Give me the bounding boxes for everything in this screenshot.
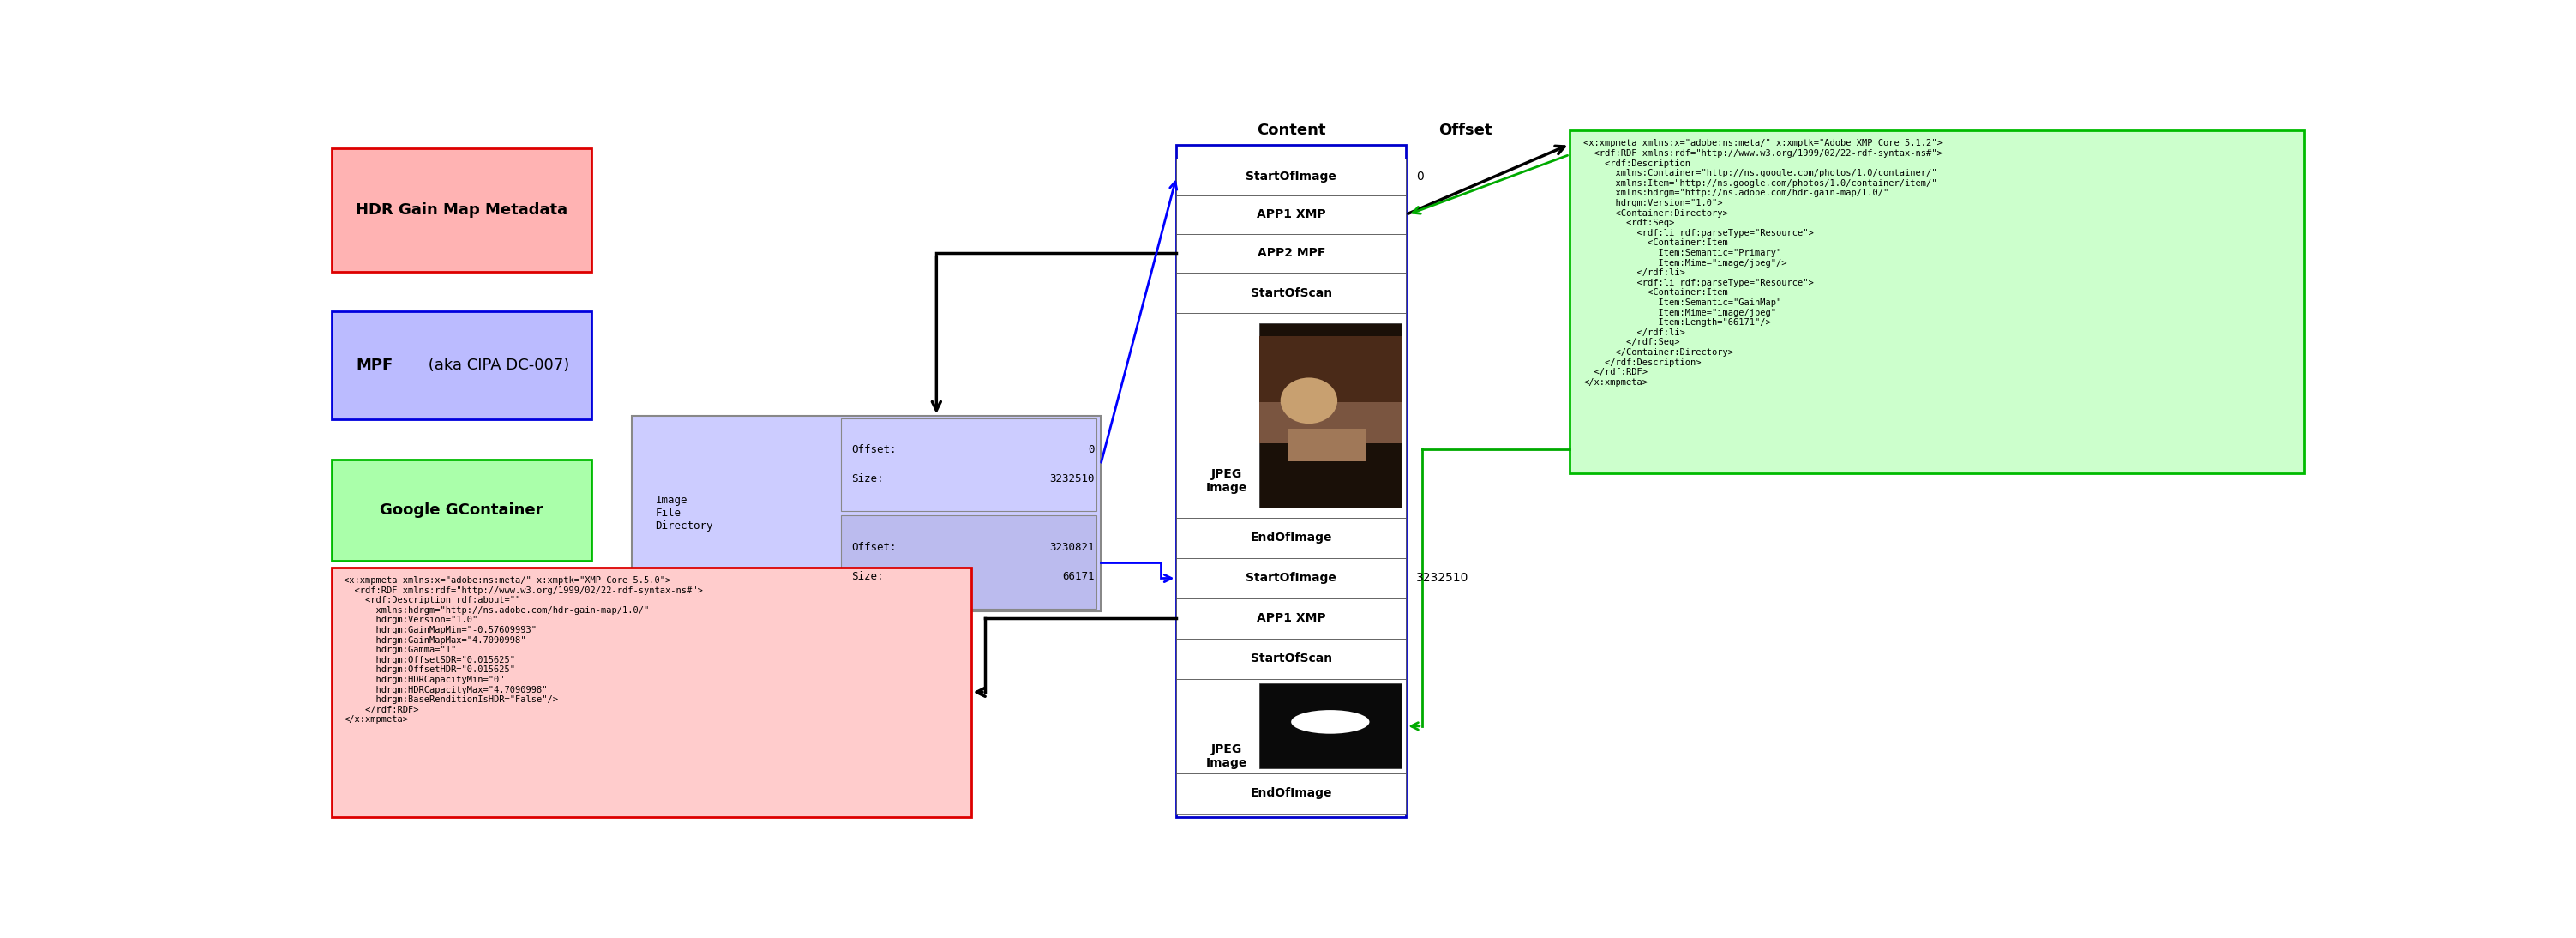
FancyBboxPatch shape bbox=[1260, 402, 1401, 443]
Text: JPEG
Image: JPEG Image bbox=[1206, 743, 1247, 769]
Text: MPF: MPF bbox=[355, 357, 394, 373]
Text: JPEG
Image: JPEG Image bbox=[1206, 468, 1247, 494]
Text: StartOfScan: StartOfScan bbox=[1249, 287, 1332, 299]
Text: Offset:: Offset: bbox=[850, 445, 896, 456]
Text: 0: 0 bbox=[1087, 445, 1095, 456]
FancyBboxPatch shape bbox=[332, 567, 971, 817]
FancyBboxPatch shape bbox=[332, 311, 592, 419]
FancyBboxPatch shape bbox=[1177, 195, 1406, 234]
Text: Image
File
Directory: Image File Directory bbox=[654, 495, 714, 532]
Text: StartOfImage: StartOfImage bbox=[1247, 171, 1337, 183]
Text: APP2 MPF: APP2 MPF bbox=[1257, 248, 1324, 259]
FancyBboxPatch shape bbox=[1177, 558, 1406, 598]
FancyBboxPatch shape bbox=[1260, 684, 1401, 768]
Ellipse shape bbox=[1280, 378, 1337, 424]
FancyBboxPatch shape bbox=[1177, 773, 1406, 813]
FancyBboxPatch shape bbox=[1177, 159, 1406, 195]
Text: StartOfImage: StartOfImage bbox=[1247, 572, 1337, 584]
Text: EndOfImage: EndOfImage bbox=[1249, 532, 1332, 544]
Text: Content: Content bbox=[1257, 123, 1327, 138]
Ellipse shape bbox=[1291, 710, 1370, 734]
Text: Google GContainer: Google GContainer bbox=[381, 502, 544, 518]
FancyBboxPatch shape bbox=[1288, 429, 1365, 461]
FancyBboxPatch shape bbox=[1177, 234, 1406, 273]
Text: 66171: 66171 bbox=[1061, 571, 1095, 582]
Text: <x:xmpmeta xmlns:x="adobe:ns:meta/" x:xmptk="Adobe XMP Core 5.1.2">
  <rdf:RDF x: <x:xmpmeta xmlns:x="adobe:ns:meta/" x:xm… bbox=[1584, 139, 1942, 386]
Text: Size:: Size: bbox=[850, 571, 884, 582]
Text: Offset: Offset bbox=[1437, 123, 1492, 138]
Text: Size:: Size: bbox=[850, 474, 884, 485]
FancyBboxPatch shape bbox=[1260, 324, 1401, 507]
Text: EndOfImage: EndOfImage bbox=[1249, 787, 1332, 799]
Text: 0: 0 bbox=[1417, 171, 1425, 183]
FancyBboxPatch shape bbox=[332, 460, 592, 560]
FancyBboxPatch shape bbox=[1177, 273, 1406, 313]
FancyBboxPatch shape bbox=[631, 416, 1100, 611]
FancyBboxPatch shape bbox=[1177, 313, 1406, 518]
Text: HDR Gain Map Metadata: HDR Gain Map Metadata bbox=[355, 203, 567, 218]
FancyBboxPatch shape bbox=[1177, 598, 1406, 639]
FancyBboxPatch shape bbox=[1177, 679, 1406, 773]
Text: 3232510: 3232510 bbox=[1048, 474, 1095, 485]
FancyBboxPatch shape bbox=[840, 418, 1097, 511]
FancyBboxPatch shape bbox=[1569, 130, 2306, 474]
Text: Offset:: Offset: bbox=[850, 542, 896, 553]
Text: (aka CIPA DC-007): (aka CIPA DC-007) bbox=[425, 357, 569, 373]
Text: 3230821: 3230821 bbox=[1048, 542, 1095, 553]
Text: APP1 XMP: APP1 XMP bbox=[1257, 208, 1327, 220]
FancyBboxPatch shape bbox=[332, 148, 592, 271]
Text: <x:xmpmeta xmlns:x="adobe:ns:meta/" x:xmptk="XMP Core 5.5.0">
  <rdf:RDF xmlns:r: <x:xmpmeta xmlns:x="adobe:ns:meta/" x:xm… bbox=[345, 576, 703, 724]
Text: APP1 XMP: APP1 XMP bbox=[1257, 613, 1327, 625]
FancyBboxPatch shape bbox=[1260, 336, 1401, 406]
FancyBboxPatch shape bbox=[840, 516, 1097, 609]
FancyBboxPatch shape bbox=[1177, 518, 1406, 558]
Text: StartOfScan: StartOfScan bbox=[1249, 653, 1332, 665]
FancyBboxPatch shape bbox=[1177, 639, 1406, 679]
Text: 3232510: 3232510 bbox=[1417, 572, 1468, 584]
